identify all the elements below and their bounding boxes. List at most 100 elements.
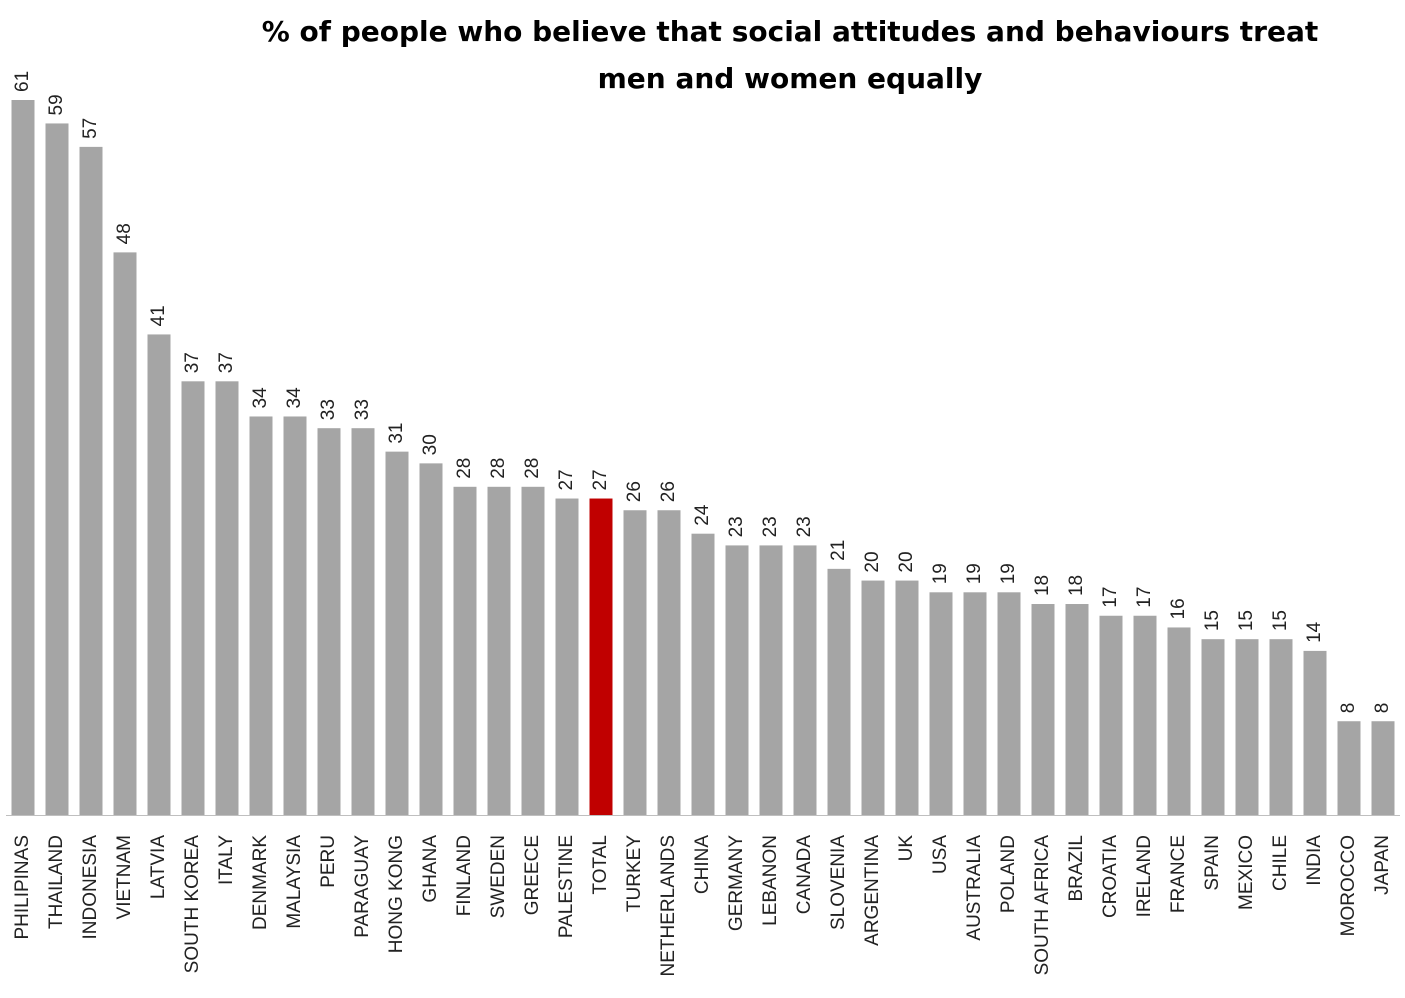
value-label: 28 [522, 458, 543, 479]
value-label: 26 [624, 481, 645, 502]
x-tick-label: PARAGUAY [352, 835, 373, 938]
bar [1235, 639, 1259, 815]
value-label: 57 [80, 118, 101, 139]
bar [725, 545, 749, 815]
x-tick-label: DENMARK [250, 835, 271, 930]
x-tick-label: HONG KONG [386, 835, 407, 953]
value-label: 21 [828, 540, 849, 561]
chart-title: % of people who believe that social atti… [261, 15, 1319, 95]
value-label: 20 [862, 551, 883, 572]
bar [1031, 604, 1055, 815]
value-label: 14 [1304, 621, 1325, 643]
x-tick-label: MALAYSIA [284, 835, 305, 929]
x-tick-label: SOUTH AFRICA [1032, 835, 1053, 976]
bar [351, 428, 375, 815]
value-label: 8 [1338, 703, 1359, 714]
bar [623, 510, 647, 815]
x-tick-label: ITALY [216, 835, 237, 885]
bar [827, 568, 851, 815]
value-label: 19 [998, 563, 1019, 584]
bar [1099, 615, 1123, 815]
bar [997, 592, 1021, 815]
x-tick-label: MOROCCO [1338, 835, 1359, 936]
x-tick-label: GERMANY [726, 835, 747, 931]
value-label: 26 [658, 481, 679, 502]
x-tick-label: MEXICO [1236, 835, 1257, 910]
bar [487, 486, 511, 815]
x-tick-label: BRAZIL [1066, 835, 1087, 902]
x-tick-label: GHANA [420, 835, 441, 903]
x-tick-label: FINLAND [454, 835, 475, 916]
bar [453, 486, 477, 815]
bar [793, 545, 817, 815]
bar [113, 252, 137, 815]
value-label: 23 [726, 516, 747, 537]
value-label: 33 [318, 399, 339, 420]
x-tick-label: SOUTH KOREA [182, 835, 203, 974]
bar [249, 416, 273, 815]
bar [1371, 721, 1395, 815]
x-tick-label: THAILAND [46, 835, 67, 929]
value-label: 34 [250, 387, 271, 409]
value-label: 20 [896, 551, 917, 572]
bar [147, 334, 171, 815]
bar [1337, 721, 1361, 815]
x-tick-label: CHINA [692, 835, 713, 894]
x-tick-label: FRANCE [1168, 835, 1189, 913]
x-tick-label: SLOVENIA [828, 835, 849, 930]
bar [79, 146, 103, 815]
value-label: 48 [114, 223, 135, 244]
x-tick-label: CANADA [794, 835, 815, 915]
x-tick-label: LATVIA [148, 835, 169, 899]
value-label: 28 [488, 458, 509, 479]
value-label: 15 [1270, 610, 1291, 631]
value-label: 8 [1372, 703, 1393, 714]
value-label: 15 [1202, 610, 1223, 631]
x-tick-label: GREECE [522, 835, 543, 915]
bar [555, 498, 579, 815]
bar [895, 580, 919, 815]
value-label: 27 [556, 469, 577, 490]
bar [1133, 615, 1157, 815]
x-tick-label: INDIA [1304, 835, 1325, 886]
value-label: 17 [1134, 587, 1155, 608]
bar [1269, 639, 1293, 815]
x-tick-label: USA [930, 835, 951, 874]
bar [963, 592, 987, 815]
value-label: 16 [1168, 598, 1189, 619]
bar [929, 592, 953, 815]
value-label: 18 [1032, 575, 1053, 596]
value-label: 33 [352, 399, 373, 420]
x-tick-label: PHILIPINAS [12, 835, 33, 940]
value-label: 61 [12, 71, 33, 92]
bar [1201, 639, 1225, 815]
value-label: 34 [284, 387, 305, 409]
value-label: 24 [692, 504, 713, 526]
value-label: 28 [454, 458, 475, 479]
value-label: 59 [46, 94, 67, 115]
bar [11, 100, 35, 815]
x-tick-label: NETHERLANDS [658, 835, 679, 976]
x-tick-label: LEBANON [760, 835, 781, 926]
x-tick-label: SPAIN [1202, 835, 1223, 891]
bar [657, 510, 681, 815]
value-label: 37 [182, 352, 203, 373]
value-label: 18 [1066, 575, 1087, 596]
x-tick-label: SWEDEN [488, 835, 509, 918]
x-tick-label: ARGENTINA [862, 835, 883, 946]
value-label: 27 [590, 469, 611, 490]
bar [419, 463, 443, 815]
bar [759, 545, 783, 815]
x-tick-label: CROATIA [1100, 835, 1121, 918]
value-label: 19 [964, 563, 985, 584]
value-label: 37 [216, 352, 237, 373]
bar [215, 381, 239, 815]
bar [1065, 604, 1089, 815]
value-label: 31 [386, 422, 407, 443]
x-tick-label: PERU [318, 835, 339, 888]
x-tick-label: POLAND [998, 835, 1019, 913]
bar [691, 533, 715, 815]
bar [181, 381, 205, 815]
